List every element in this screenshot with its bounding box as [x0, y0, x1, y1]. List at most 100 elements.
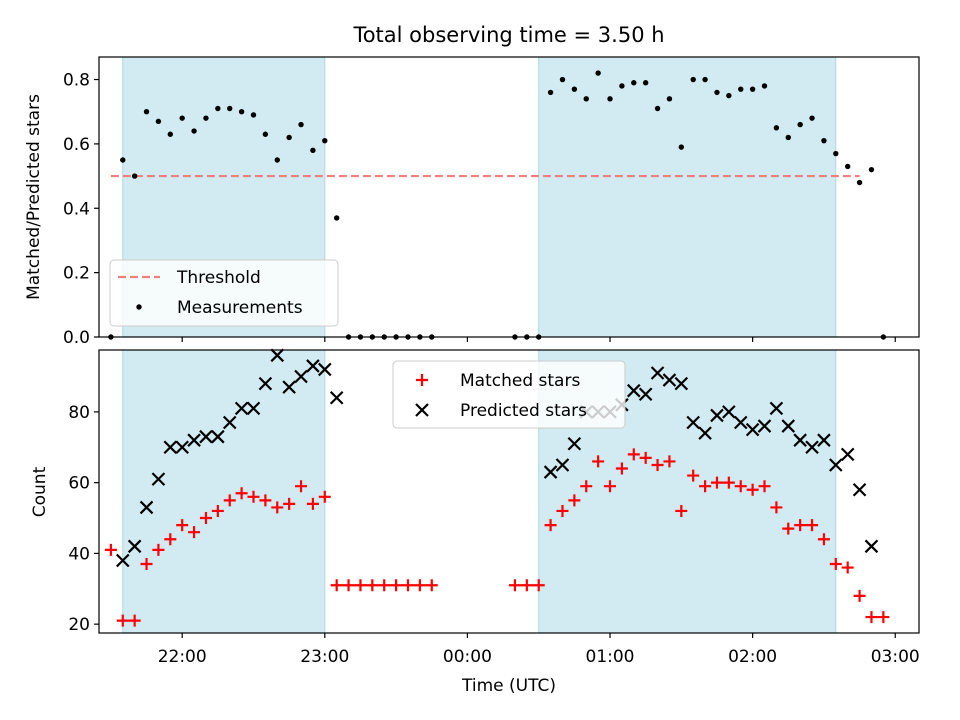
observing-window	[538, 56, 837, 338]
matched-star-point	[580, 480, 593, 493]
matched-star-point	[758, 480, 771, 493]
matched-star-point	[116, 614, 129, 627]
predicted-star-point	[864, 539, 879, 554]
matched-star-point	[401, 579, 414, 592]
matched-star-point	[306, 497, 319, 510]
matched-star-point	[318, 490, 331, 503]
y-tick-label: 80	[68, 403, 90, 423]
matched-star-point	[794, 519, 807, 532]
measurement-point	[167, 131, 174, 137]
bottom-x-ticks: 22:00 23:00 00:00 01:00 02:00 03:00	[158, 633, 920, 667]
measurement-point	[227, 105, 233, 112]
bottom-y-ticks: 20 40 60 80	[68, 403, 99, 635]
matched-star-point	[877, 611, 890, 624]
chart-title: Total observing time = 3.50 h	[352, 23, 664, 47]
measurement-point	[809, 115, 815, 121]
measurement-point	[274, 157, 280, 163]
predicted-star-point	[199, 429, 213, 444]
matched-star-point	[188, 526, 201, 539]
measurement-point	[833, 150, 839, 157]
matched-star-point	[330, 579, 343, 592]
measurement-point	[738, 86, 744, 92]
predicted-star-point	[710, 408, 724, 423]
measurement-point	[203, 115, 209, 121]
predicted-star-point	[151, 472, 166, 486]
ratio-panel: 0.00.20.40.60.8 Matched/Predicted stars …	[24, 56, 920, 348]
matched-star-point	[817, 533, 830, 546]
legend-matched-swatch	[416, 374, 428, 386]
legend-measurement-label: Measurements	[177, 298, 303, 318]
measurement-point	[286, 134, 292, 141]
matched-star-point	[734, 480, 747, 493]
x-tick-label: 01:00	[586, 647, 635, 667]
measurement-point	[583, 96, 589, 102]
matched-star-point	[722, 476, 735, 489]
matched-star-point	[544, 519, 557, 532]
measurement-point	[785, 134, 791, 141]
measurement-point	[547, 89, 554, 96]
matched-star-point	[663, 455, 676, 468]
predicted-star-point	[555, 458, 570, 472]
predicted-star-point	[852, 482, 867, 497]
measurement-point	[310, 147, 316, 154]
measurement-point	[238, 109, 245, 115]
x-tick-label: 03:00	[871, 647, 920, 667]
predicted-star-point	[222, 415, 237, 430]
predicted-star-point	[115, 553, 130, 568]
matched-star-point	[675, 504, 688, 517]
matched-star-point	[806, 519, 819, 532]
matched-star-point	[140, 558, 153, 571]
predicted-star-point	[543, 465, 558, 479]
matched-star-point	[508, 579, 521, 592]
predicted-star-point	[686, 415, 700, 430]
predicted-star-point	[211, 429, 225, 444]
matched-star-point	[604, 480, 617, 493]
count-points	[104, 348, 890, 627]
matched-star-point	[865, 611, 878, 624]
matched-star-point	[520, 579, 533, 592]
measurement-point	[179, 115, 185, 121]
predicted-star-point	[781, 419, 796, 433]
legend-predicted-label: Predicted stars	[460, 401, 587, 421]
predicted-star-point	[294, 369, 308, 384]
legend-threshold-label: Threshold	[176, 268, 261, 288]
matched-star-point	[699, 480, 712, 493]
measurement-point	[654, 105, 661, 112]
y-tick-label: 0.8	[63, 71, 90, 91]
measurement-point	[714, 89, 720, 96]
matched-star-point	[639, 451, 652, 464]
predicted-star-point	[306, 359, 320, 373]
top-axes-frame	[98, 56, 920, 338]
measurement-point	[749, 86, 756, 92]
predicted-star-point	[745, 422, 760, 437]
y-tick-label: 0.6	[63, 135, 90, 155]
measurement-point	[844, 163, 851, 170]
predicted-star-point	[793, 433, 807, 447]
bottom-y-axis-label: Count	[30, 466, 50, 517]
measurement-point	[761, 83, 768, 89]
predicted-star-point	[329, 390, 344, 405]
predicted-star-point	[246, 401, 261, 416]
predicted-star-point	[840, 447, 855, 462]
legend-matched-label: Matched stars	[460, 371, 580, 391]
measurement-point	[773, 125, 780, 131]
matched-star-point	[425, 579, 438, 592]
predicted-star-point	[282, 380, 296, 394]
matched-star-point	[687, 469, 700, 482]
y-tick-label: 0.0	[63, 328, 90, 348]
x-tick-label: 23:00	[300, 647, 349, 667]
matched-star-point	[390, 579, 403, 592]
measurement-point	[642, 80, 649, 86]
x-tick-label: 02:00	[728, 647, 777, 667]
measurement-point	[322, 137, 328, 144]
predicted-star-point	[722, 405, 736, 419]
measurement-point	[155, 118, 162, 125]
measurement-point	[262, 131, 269, 137]
measurement-point	[215, 105, 221, 112]
matched-star-point	[342, 579, 355, 592]
y-tick-label: 20	[68, 615, 90, 635]
matched-star-point	[283, 497, 296, 510]
top-x-ticks	[181, 337, 896, 342]
predicted-star-point	[733, 415, 748, 430]
